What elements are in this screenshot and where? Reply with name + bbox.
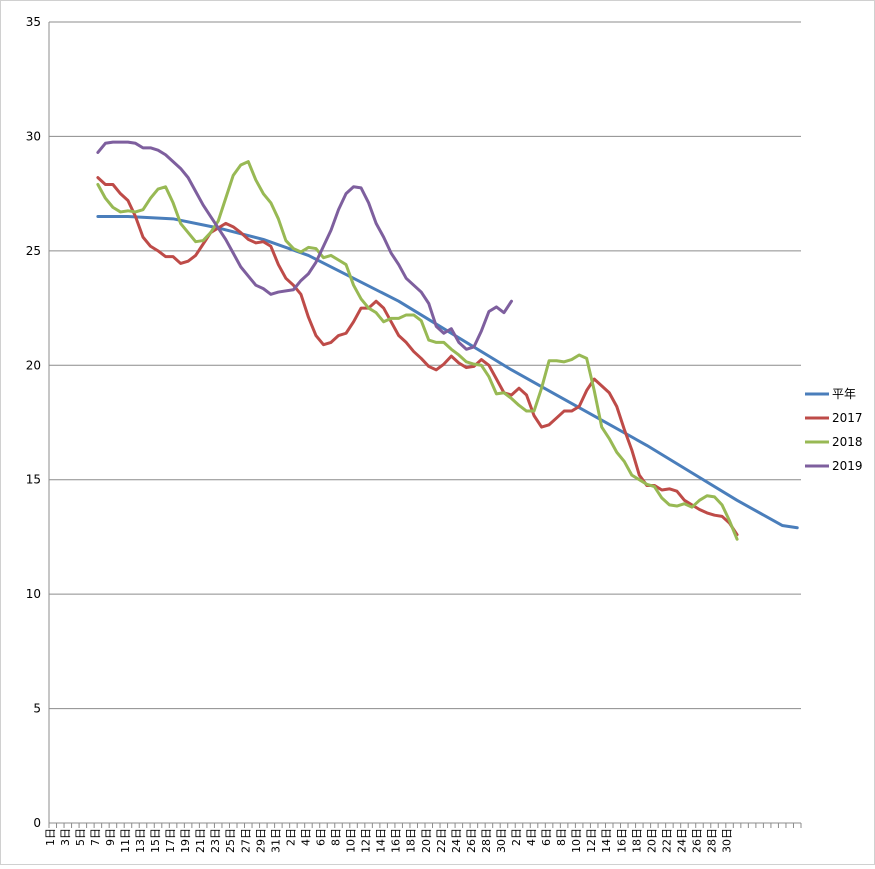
x-tick-label: 26日 (690, 828, 703, 853)
y-axis-tick-labels: 0 5 10 15 20 25 30 35 (26, 15, 41, 830)
series-line-2019 (96, 140, 513, 351)
series-line-平年 (96, 215, 799, 530)
legend: 平年 2017 2018 2019 (805, 387, 863, 473)
x-tick-label: 20日 (645, 828, 658, 853)
x-tick-label: 2日 (284, 828, 297, 846)
y-tick-label: 35 (26, 15, 41, 29)
x-tick-label: 18日 (405, 828, 418, 853)
x-tick-label: 19日 (179, 828, 192, 853)
x-tick-label: 24日 (450, 828, 463, 853)
y-tick-label: 20 (26, 358, 41, 372)
x-tick-label: 6日 (314, 828, 327, 846)
x-tick-label: 28日 (480, 828, 493, 853)
y-tick-label: 5 (33, 702, 41, 716)
x-tick-label: 4日 (525, 828, 538, 846)
x-tick-label: 6日 (540, 828, 553, 846)
legend-label: 2018 (832, 435, 863, 449)
y-tick-label: 10 (26, 587, 41, 601)
series-line-2017 (96, 176, 739, 537)
x-tick-label: 23日 (209, 828, 222, 853)
x-tick-label: 31日 (269, 828, 282, 853)
x-tick-label: 1日 (44, 828, 57, 846)
x-tick-label: 25日 (224, 828, 237, 853)
x-tick-label: 8日 (555, 828, 568, 846)
x-tick-label: 26日 (465, 828, 478, 853)
x-tick-label: 7日 (89, 828, 102, 846)
x-tick-label: 2日 (510, 828, 523, 846)
x-tick-label: 30日 (721, 828, 734, 853)
x-tick-label: 5日 (74, 828, 87, 846)
x-tick-label: 13日 (134, 828, 147, 853)
x-tick-label: 4日 (299, 828, 312, 846)
x-tick-label: 30日 (495, 828, 508, 853)
y-tick-label: 30 (26, 129, 41, 143)
x-tick-label: 28日 (706, 828, 719, 853)
x-tick-label: 27日 (239, 828, 252, 853)
x-tick-label: 16日 (390, 828, 403, 853)
gridlines (48, 21, 801, 824)
x-tick-label: 22日 (435, 828, 448, 853)
x-tick-label: 14日 (375, 828, 388, 853)
x-tick-label: 20日 (420, 828, 433, 853)
series-line-2018 (96, 160, 739, 541)
x-axis-tick-labels: 1日 3日 5日 7日 9日 11日 13日 15日 17日 19日 21日 23日 25日 27日 29日… (44, 823, 802, 853)
y-tick-label: 25 (26, 244, 41, 258)
x-tick-label: 11日 (119, 828, 132, 853)
x-tick-label: 14日 (600, 828, 613, 853)
legend-label: 平年 (832, 387, 856, 401)
x-tick-label: 9日 (104, 828, 117, 846)
x-tick-label: 12日 (360, 828, 373, 853)
x-tick-label: 21日 (194, 828, 207, 853)
x-tick-label: 18日 (630, 828, 643, 853)
legend-label: 2019 (832, 459, 863, 473)
x-tick-label: 15日 (149, 828, 162, 853)
x-tick-label: 3日 (59, 828, 72, 846)
legend-label: 2017 (832, 411, 863, 425)
x-tick-label: 16日 (615, 828, 628, 853)
x-tick-label: 29日 (254, 828, 267, 853)
y-tick-label: 0 (33, 816, 41, 830)
x-tick-label: 10日 (570, 828, 583, 853)
x-tick-label: 22日 (660, 828, 673, 853)
x-tick-label: 8日 (330, 828, 343, 846)
x-tick-label: 10日 (345, 828, 358, 853)
x-tick-label: 24日 (675, 828, 688, 853)
x-tick-label: 17日 (164, 828, 177, 853)
y-tick-label: 15 (26, 473, 41, 487)
series-lines (96, 140, 799, 541)
x-tick-label: 12日 (585, 828, 598, 853)
